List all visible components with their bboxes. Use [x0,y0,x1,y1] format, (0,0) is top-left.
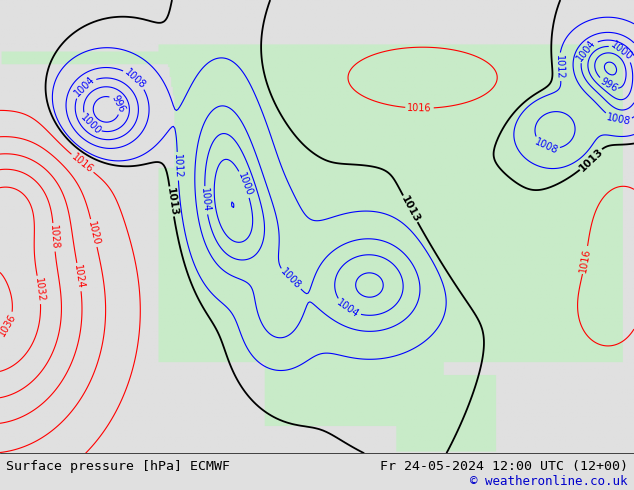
Text: 1020: 1020 [86,220,101,246]
Text: Surface pressure [hPa] ECMWF: Surface pressure [hPa] ECMWF [6,460,230,473]
Text: 1008: 1008 [605,113,631,127]
Text: 1000: 1000 [236,171,254,197]
Text: 1008: 1008 [279,267,303,291]
Text: 1012: 1012 [172,154,183,179]
Text: 996: 996 [109,93,127,114]
Text: 1004: 1004 [200,188,212,213]
Text: © weatheronline.co.uk: © weatheronline.co.uk [470,475,628,488]
Text: 1000: 1000 [79,113,103,137]
Text: 1008: 1008 [533,137,559,156]
Text: 1016: 1016 [407,103,432,113]
Text: 1012: 1012 [554,54,565,79]
Text: 1004: 1004 [575,37,598,63]
Text: 1008: 1008 [122,67,148,91]
Text: 1032: 1032 [33,277,46,303]
Text: 1013: 1013 [577,146,605,173]
Text: 1016: 1016 [578,247,592,273]
Text: 1004: 1004 [72,74,96,99]
Text: 1028: 1028 [48,224,60,250]
Text: 1013: 1013 [164,186,179,217]
Text: 1004: 1004 [335,297,361,320]
Text: 1036: 1036 [0,312,18,339]
Text: 1000: 1000 [609,40,634,63]
Text: 1024: 1024 [72,264,86,290]
Text: 1016: 1016 [70,152,95,175]
Text: 996: 996 [598,75,619,94]
Text: Fr 24-05-2024 12:00 UTC (12+00): Fr 24-05-2024 12:00 UTC (12+00) [380,460,628,473]
Text: 1013: 1013 [399,194,422,224]
